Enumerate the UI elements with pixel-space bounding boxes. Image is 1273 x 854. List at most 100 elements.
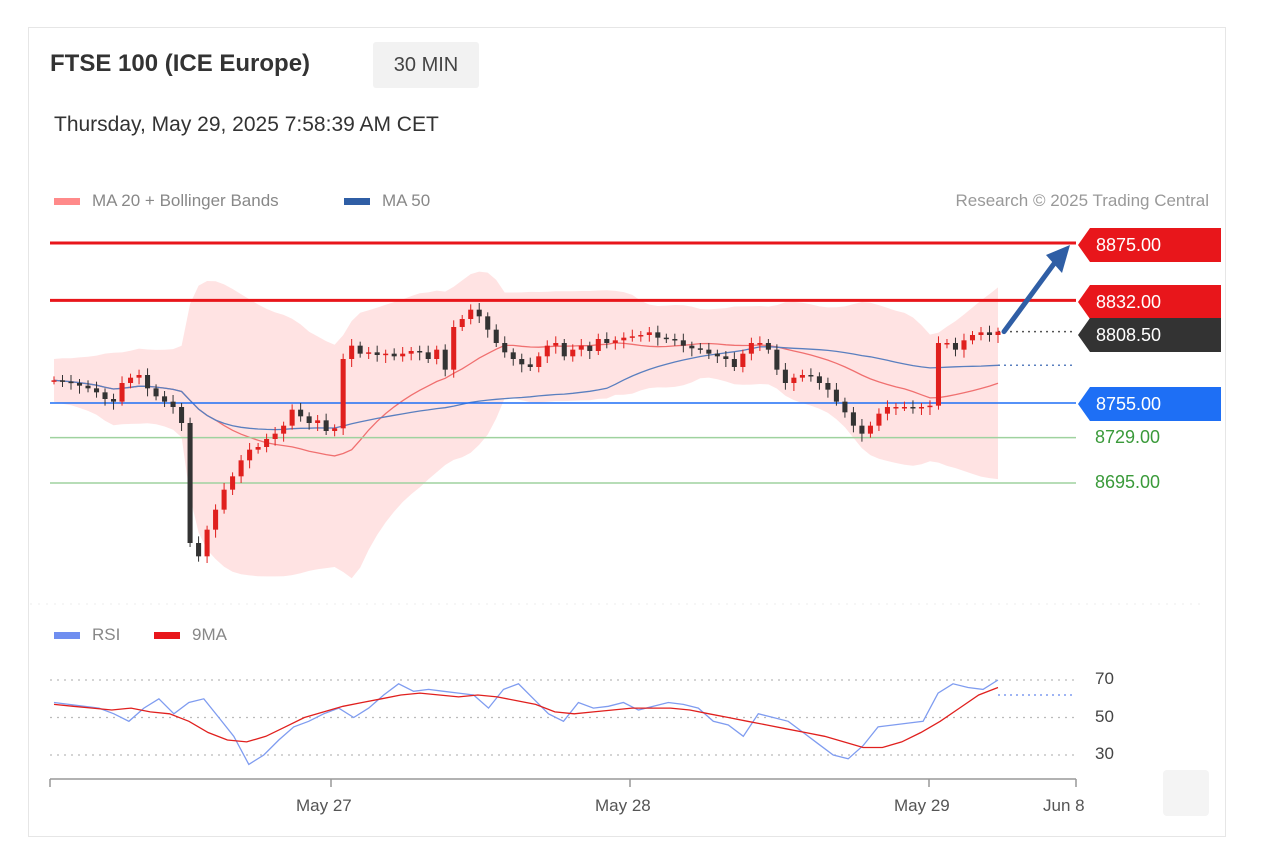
candle-body (238, 460, 244, 477)
level-lines (50, 241, 1076, 484)
chart-settings-button[interactable] (1163, 770, 1209, 816)
candle-body (833, 389, 839, 402)
candle-body (561, 343, 567, 357)
candle-body (272, 433, 278, 439)
resistance-2-tag: 8875.00 (1078, 228, 1221, 262)
candle-body (323, 420, 329, 431)
candle-body (799, 375, 805, 378)
candle-body (553, 343, 559, 346)
candle-body (816, 376, 822, 383)
candle-body (969, 335, 976, 341)
candle-body (527, 364, 533, 367)
candle-body (51, 380, 57, 382)
candle-body (612, 340, 618, 343)
candle-body (867, 425, 873, 434)
candle-body (111, 399, 117, 402)
candle-body (595, 339, 601, 351)
candle-body (629, 336, 635, 338)
candlesticks (51, 303, 1001, 563)
candle-body (417, 351, 423, 353)
support-1-value: 8729.00 (1095, 427, 1161, 447)
candle-body (442, 349, 448, 370)
x-label-jun8: Jun 8 (1043, 796, 1085, 815)
candle-body (298, 409, 304, 417)
candle-body (748, 343, 754, 354)
pivot-tag: 8755.00 (1078, 387, 1221, 421)
candle-body (621, 337, 627, 341)
support-2-value: 8695.00 (1095, 472, 1161, 492)
candle-body (128, 377, 134, 383)
candle-body (850, 412, 856, 426)
candle-body (774, 349, 780, 370)
candle-body (740, 353, 746, 367)
candle-body (315, 420, 321, 423)
candle-body (102, 392, 108, 399)
candle-body (587, 345, 593, 351)
candle-body (876, 413, 882, 426)
candle-body (995, 331, 1001, 335)
legend-rsi: RSI (54, 625, 120, 645)
candle-body (604, 339, 610, 343)
candle-body (187, 423, 193, 543)
candle-body (76, 383, 83, 386)
pivot-value: 8755.00 (1096, 394, 1162, 414)
legend-ma50-label: MA 50 (382, 191, 431, 210)
bollinger-band-area (54, 271, 998, 579)
rsi-tick-70: 70 (1095, 669, 1114, 688)
candle-body (901, 407, 907, 409)
research-credit: Research © 2025 Trading Central (955, 191, 1210, 210)
candle-body (383, 353, 389, 356)
candle-body (944, 343, 950, 345)
candle-body (536, 356, 542, 367)
candle-body (544, 345, 550, 357)
legend-rsi-label: RSI (92, 625, 121, 644)
candle-body (935, 343, 941, 406)
candle-body (391, 353, 397, 357)
candle-body (459, 319, 465, 327)
legend-9ma: 9MA (154, 625, 227, 645)
candle-body (59, 380, 66, 382)
candle-body (782, 369, 788, 383)
candle-body (706, 349, 712, 354)
rsi-tick-30: 30 (1095, 744, 1114, 763)
candle-body (765, 343, 771, 350)
candle-body (145, 375, 151, 389)
candle-body (570, 349, 576, 357)
candle-body (451, 327, 457, 370)
candle-body (986, 332, 993, 335)
candle-body (425, 352, 431, 359)
candle-body (366, 352, 372, 354)
candle-body (502, 343, 508, 353)
candle-body (476, 309, 482, 317)
candle-body (255, 447, 261, 450)
arrow-head (1046, 245, 1070, 273)
candle-body (578, 345, 584, 350)
candle-body (663, 337, 669, 340)
rsi-line (53, 679, 999, 766)
timeframe-badge[interactable]: 30 MIN (373, 42, 479, 88)
candle-body (791, 377, 797, 383)
last-price-tag: 8808.50 (1078, 318, 1221, 352)
candle-body (340, 359, 346, 429)
x-label-may29: May 29 (894, 796, 950, 815)
chart-datetime: Thursday, May 29, 2025 7:58:39 AM CET (54, 113, 439, 136)
rsi-9ma-line (53, 686, 999, 749)
candle-body (952, 343, 959, 350)
candle-body (306, 416, 312, 423)
ma9-swatch (154, 631, 180, 639)
candle-body (757, 343, 763, 345)
ma50-line (53, 346, 999, 431)
candle-body (689, 345, 695, 349)
candle-body (434, 349, 440, 359)
candle-body (842, 401, 848, 413)
candle-body (153, 388, 159, 397)
candle-body (179, 407, 185, 423)
candle-body (519, 359, 525, 365)
candle-body (196, 543, 202, 557)
candle-body (927, 405, 933, 408)
candle-body (349, 345, 355, 359)
candle-body (808, 375, 814, 377)
legend-9ma-label: 9MA (192, 625, 227, 644)
candle-body (884, 407, 890, 414)
